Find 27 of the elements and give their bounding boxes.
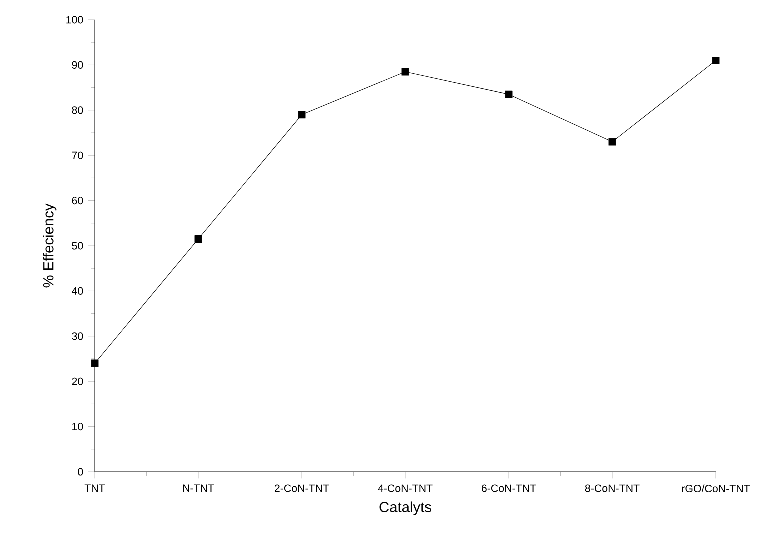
x-tick-label: 8-CoN-TNT	[585, 484, 640, 492]
y-tick-label: 40	[72, 287, 84, 295]
point	[712, 56, 720, 64]
point	[91, 360, 99, 368]
x-tick-label: 4-CoN-TNT	[378, 484, 433, 492]
point	[402, 68, 410, 76]
x-tick-label: N-TNT	[183, 484, 214, 492]
y-tick-label: 10	[72, 423, 84, 431]
y-tick-label: 0	[78, 468, 84, 476]
y-tick-label: 20	[72, 378, 84, 386]
point	[194, 235, 202, 243]
y-tick-label: 80	[72, 106, 84, 114]
point	[298, 111, 306, 119]
y-tick-label: 90	[72, 61, 84, 69]
y-tick-label: 70	[72, 152, 84, 160]
y-axis-title: % Effeciency	[43, 204, 57, 288]
y-tick-label: 60	[72, 197, 84, 205]
x-axis-title: Catalyts	[380, 502, 432, 516]
x-tick-label: rGO/CoN-TNT	[682, 484, 750, 493]
x-tick-label: 6-CoN-TNT	[482, 484, 536, 492]
point	[505, 90, 513, 98]
y-tick-label: 100	[66, 16, 84, 24]
x-tick-label: 2-CoN-TNT	[274, 484, 330, 492]
x-tick-label: TNT	[84, 484, 106, 492]
y-tick-label: 50	[72, 242, 84, 250]
y-tick-label: 30	[72, 332, 84, 340]
point	[608, 138, 616, 146]
